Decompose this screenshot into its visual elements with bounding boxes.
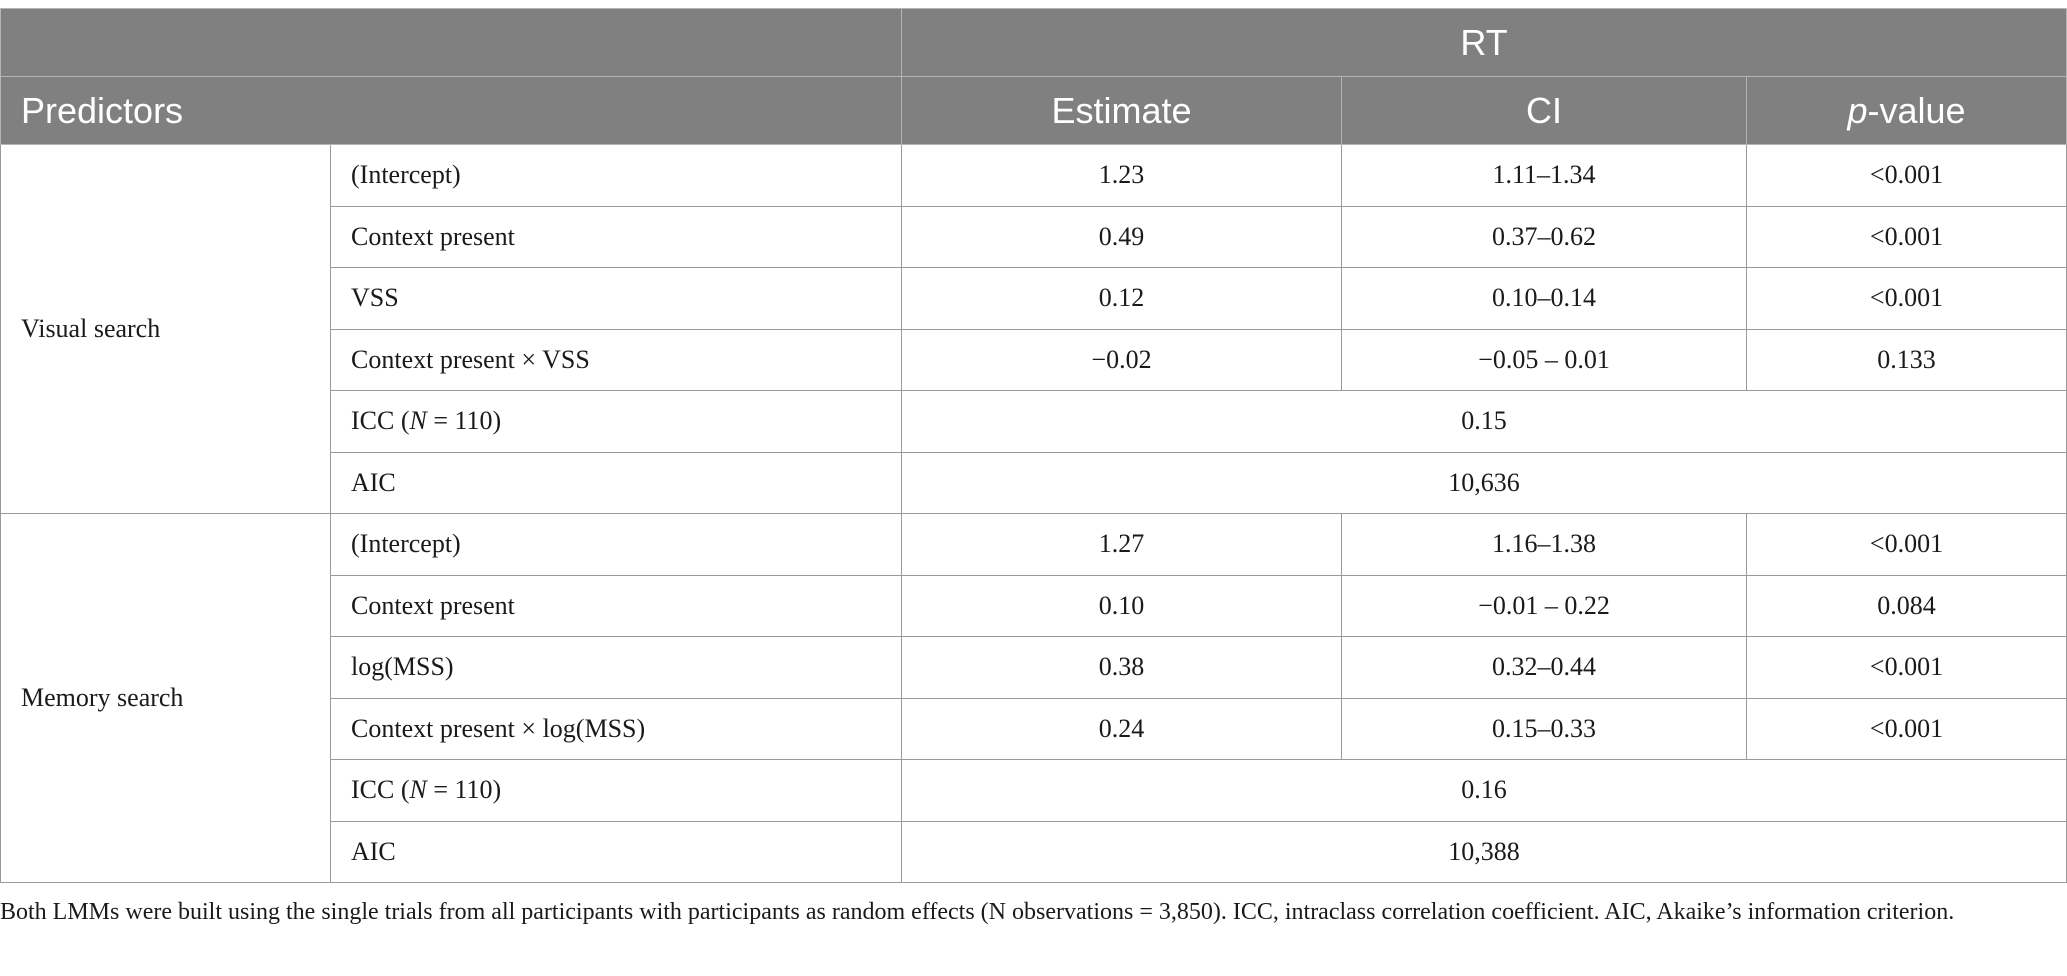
- p-value-cell: <0.001: [1745, 697, 2067, 760]
- estimate-cell: −0.02: [901, 328, 1342, 391]
- icc-label-post: = 110): [426, 775, 502, 805]
- table-row: Visual search (Intercept) 1.23 1.11–1.34…: [0, 144, 2067, 514]
- p-italic: p: [1847, 89, 1868, 131]
- p-value-header: p-value: [1745, 76, 2067, 145]
- results-table: RT Predictors Estimate CI p-value Visual…: [0, 8, 2067, 883]
- table-row-aic: AIC 10,388: [1, 820, 2067, 883]
- ci-cell: 0.32–0.44: [1341, 636, 1747, 699]
- aic-label-cell: AIC: [330, 451, 902, 514]
- estimate-header: Estimate: [901, 76, 1342, 145]
- aic-value-cell: 10,388: [900, 820, 2067, 883]
- icc-label-cell: ICC (N = 110): [330, 759, 902, 822]
- predictor-cell: Context present × log(MSS): [330, 697, 902, 760]
- header-row-columns: Predictors Estimate CI p-value: [0, 76, 2067, 145]
- estimate-cell: 1.23: [901, 144, 1342, 207]
- header-blank-cell: [0, 8, 902, 77]
- table-row-icc: ICC (N = 110) 0.15: [1, 390, 2067, 453]
- predictor-cell: (Intercept): [330, 144, 902, 207]
- p-value-suffix: -value: [1867, 89, 1966, 131]
- p-value-cell: 0.133: [1745, 328, 2067, 391]
- p-value-cell: <0.001: [1745, 513, 2067, 576]
- ci-header: CI: [1341, 76, 1747, 145]
- predictor-cell: log(MSS): [330, 636, 902, 699]
- icc-value-cell: 0.16: [900, 759, 2067, 822]
- p-value-cell: 0.084: [1745, 574, 2067, 637]
- ci-cell: 0.37–0.62: [1341, 205, 1747, 268]
- predictor-cell: (Intercept): [330, 513, 902, 576]
- icc-value-cell: 0.15: [900, 390, 2067, 453]
- p-value-cell: <0.001: [1745, 636, 2067, 699]
- ci-cell: −0.05 – 0.01: [1341, 328, 1747, 391]
- table-footnote: Both LMMs were built using the single tr…: [0, 899, 1955, 925]
- predictor-cell: Context present: [330, 205, 902, 268]
- predictor-cell: VSS: [330, 267, 902, 330]
- estimate-cell: 0.49: [901, 205, 1342, 268]
- estimate-cell: 0.38: [901, 636, 1342, 699]
- icc-label-post: = 110): [426, 406, 502, 436]
- table-row: Context present × log(MSS) 0.24 0.15–0.3…: [1, 697, 2067, 760]
- ci-cell: 1.16–1.38: [1341, 513, 1747, 576]
- group-label-memory-search: Memory search: [0, 513, 331, 883]
- ci-cell: 0.10–0.14: [1341, 267, 1747, 330]
- group-label-visual-search: Visual search: [0, 144, 331, 514]
- table-container: RT Predictors Estimate CI p-value Visual…: [0, 8, 2067, 929]
- icc-label-cell: ICC (N = 110): [330, 390, 902, 453]
- estimate-cell: 0.10: [901, 574, 1342, 637]
- ci-cell: 0.15–0.33: [1341, 697, 1747, 760]
- predictor-cell: Context present: [330, 574, 902, 637]
- icc-label-n: N: [409, 775, 427, 805]
- estimate-cell: 0.12: [901, 267, 1342, 330]
- p-value-cell: <0.001: [1745, 267, 2067, 330]
- table-row: VSS 0.12 0.10–0.14 <0.001: [1, 267, 2067, 330]
- ci-cell: 1.11–1.34: [1341, 144, 1747, 207]
- table-row: Context present × VSS −0.02 −0.05 – 0.01…: [1, 328, 2067, 391]
- predictor-cell: Context present × VSS: [330, 328, 902, 391]
- aic-value-cell: 10,636: [900, 451, 2067, 514]
- outcome-header: RT: [900, 8, 2067, 77]
- predictors-header: Predictors: [0, 76, 902, 145]
- p-value-cell: <0.001: [1745, 205, 2067, 268]
- table-row: log(MSS) 0.38 0.32–0.44 <0.001: [1, 636, 2067, 699]
- icc-label-pre: ICC (: [351, 406, 410, 436]
- icc-label-n: N: [409, 406, 427, 436]
- header-row-outcome: RT: [0, 8, 2067, 77]
- icc-label-pre: ICC (: [351, 775, 410, 805]
- p-value-cell: <0.001: [1745, 144, 2067, 207]
- table-row-aic: AIC 10,636: [1, 451, 2067, 514]
- table-row: Memory search (Intercept) 1.27 1.16–1.38…: [0, 513, 2067, 883]
- table-row: Context present 0.10 −0.01 – 0.22 0.084: [1, 574, 2067, 637]
- ci-cell: −0.01 – 0.22: [1341, 574, 1747, 637]
- estimate-cell: 0.24: [901, 697, 1342, 760]
- estimate-cell: 1.27: [901, 513, 1342, 576]
- aic-label-cell: AIC: [330, 820, 902, 883]
- table-row-icc: ICC (N = 110) 0.16: [1, 759, 2067, 822]
